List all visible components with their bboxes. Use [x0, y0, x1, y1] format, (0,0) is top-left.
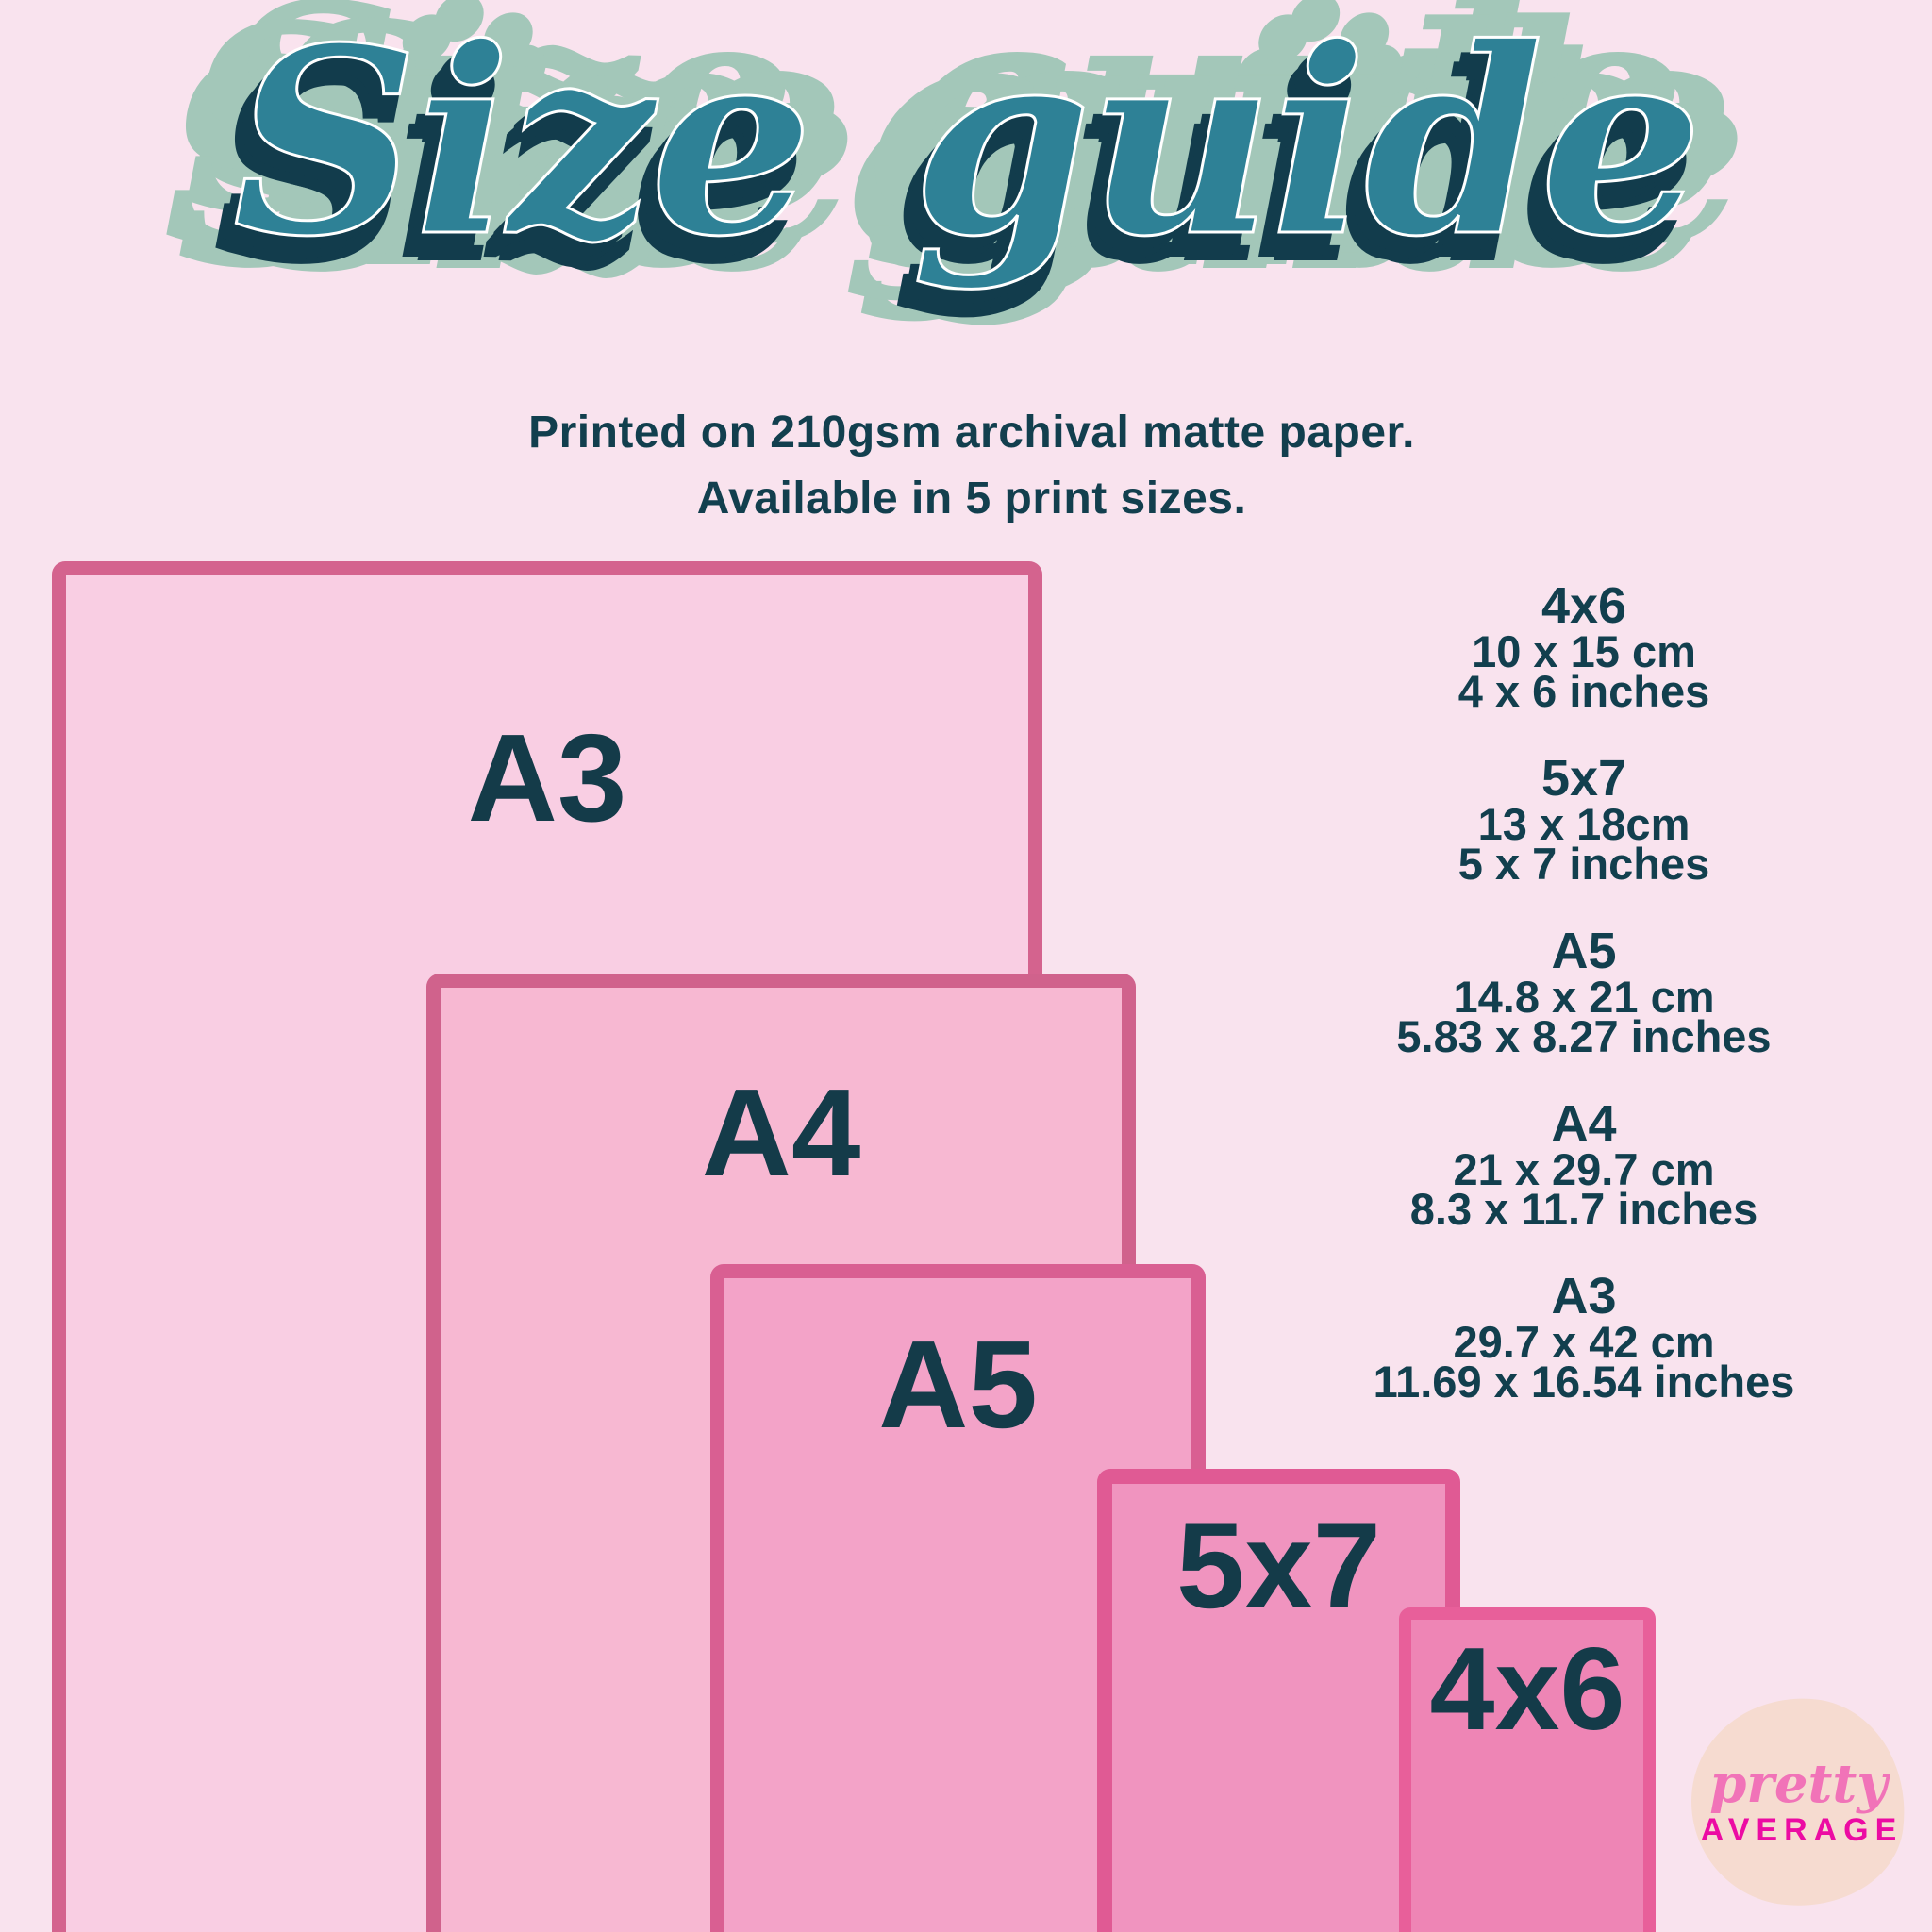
size-rect-label-a4: A4: [701, 1063, 861, 1202]
brand-name-script: pretty: [1709, 1752, 1888, 1815]
legend-item-inches: 8.3 x 11.7 inches: [1409, 1184, 1758, 1234]
legend-item-cm: 14.8 x 21 cm: [1453, 972, 1715, 1022]
brand-name-caps: AVERAGE: [1700, 1811, 1904, 1848]
legend-item-5x7: 5x7 13 x 18cm 5 x 7 inches: [1310, 750, 1857, 889]
legend-item-inches: 11.69 x 16.54 inches: [1373, 1357, 1795, 1407]
legend-item-name: 5x7: [1541, 750, 1627, 807]
size-legend: 4x6 10 x 15 cm 4 x 6 inches 5x7 13 x 18c…: [1310, 579, 1857, 1442]
legend-item-name: A3: [1551, 1268, 1617, 1324]
legend-item-cm: 13 x 18cm: [1477, 799, 1690, 849]
size-rect-label-a3: A3: [467, 708, 627, 847]
subtitle-line-1: Printed on 210gsm archival matte paper.: [528, 408, 1415, 458]
size-rect-label-5x7: 5x7: [1176, 1496, 1381, 1634]
legend-item-inches: 4 x 6 inches: [1457, 666, 1710, 716]
legend-item-a5: A5 14.8 x 21 cm 5.83 x 8.27 inches: [1310, 923, 1857, 1061]
legend-item-name: A5: [1551, 923, 1617, 979]
subtitle-line-2: Available in 5 print sizes.: [696, 474, 1247, 524]
brand-logo: pretty AVERAGE: [1679, 1685, 1918, 1919]
legend-item-name: A4: [1551, 1095, 1617, 1152]
legend-item-a3: A3 29.7 x 42 cm 11.69 x 16.54 inches: [1310, 1268, 1857, 1407]
legend-item-4x6: 4x6 10 x 15 cm 4 x 6 inches: [1310, 577, 1857, 716]
legend-item-name: 4x6: [1541, 577, 1627, 634]
size-rect-4x6: 4x6: [1399, 1607, 1656, 1932]
size-rect-label-4x6: 4x6: [1429, 1624, 1625, 1755]
legend-item-a4: A4 21 x 29.7 cm 8.3 x 11.7 inches: [1310, 1095, 1857, 1234]
page-title: Size guide: [231, 0, 1704, 295]
legend-item-inches: 5 x 7 inches: [1457, 839, 1710, 889]
subtitle: Printed on 210gsm archival matte paper. …: [6, 400, 1932, 532]
legend-item-cm: 29.7 x 42 cm: [1453, 1317, 1715, 1367]
size-rect-label-a5: A5: [878, 1315, 1038, 1454]
legend-item-inches: 5.83 x 8.27 inches: [1396, 1011, 1772, 1061]
legend-item-cm: 10 x 15 cm: [1472, 626, 1696, 676]
legend-item-cm: 21 x 29.7 cm: [1453, 1144, 1715, 1194]
